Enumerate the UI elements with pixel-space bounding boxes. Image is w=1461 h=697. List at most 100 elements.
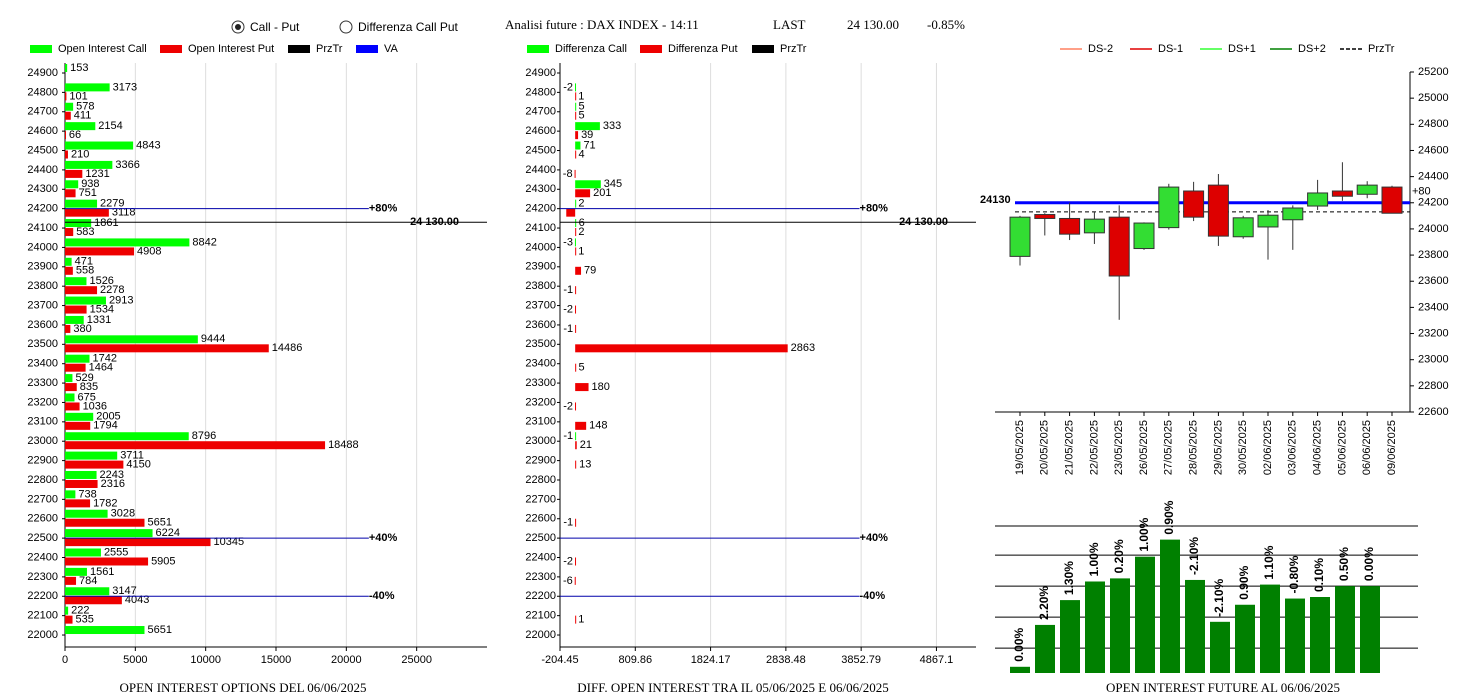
bar [65,305,87,314]
bar [65,421,91,430]
y-tick-label: 22400 [525,551,556,563]
x-tick-label: 09/06/2025 [1386,420,1398,475]
last-label: LAST [773,17,806,32]
bar [65,247,135,256]
data-label: -1 [563,323,573,335]
y-tick-label: 23400 [1418,301,1449,313]
candle-body [1009,216,1031,257]
data-label: 578 [76,101,94,113]
bar [65,131,66,140]
data-label: -8 [563,168,573,180]
data-label: 1861 [94,217,118,229]
bar [65,199,98,208]
radio[interactable] [339,20,353,34]
radio-dot [235,24,241,30]
bar [65,606,69,615]
data-label: 5 [579,110,585,122]
data-label: -1 [563,284,573,296]
bar [575,421,587,430]
candle-body [1133,222,1155,250]
data-label: 1534 [90,303,114,315]
bar [65,150,68,159]
data-label: 201 [593,187,611,199]
bar [1035,624,1055,673]
y-tick-label: 22500 [525,532,556,544]
change-label: -2.10% [1187,537,1201,575]
x-tick-label: 26/05/2025 [1138,420,1150,475]
y-tick-label: 24400 [27,164,58,176]
bar [1310,597,1330,673]
radio-label[interactable]: Differenza Call Put [358,20,458,34]
bar [1185,579,1205,673]
data-label: 8796 [192,430,216,442]
candle-body [1307,192,1329,207]
data-label: 180 [592,381,610,393]
bar [65,257,72,266]
y-tick-label: 24700 [525,106,556,118]
x-tick-label: 04/06/2025 [1312,420,1324,475]
bar [65,335,198,344]
y-tick-label: 24800 [525,86,556,98]
y-tick-label: 24600 [27,125,58,137]
y-tick-label: 23100 [525,416,556,428]
data-label: 2279 [100,198,124,210]
bar [65,596,122,605]
data-label: 675 [77,391,95,403]
legend-swatch [527,45,549,53]
change-label: 2.20% [1037,586,1051,620]
bar [574,576,576,585]
bar [65,219,92,228]
data-label: 1 [578,614,584,626]
data-label: 4043 [125,594,149,606]
y-tick-label: 24800 [1418,118,1449,130]
y-tick-label: 23400 [27,358,58,370]
data-label: 471 [75,256,93,268]
legend-label: PrzTr [316,43,343,55]
x-tick-label: 809.86 [618,654,652,666]
data-label: 4150 [126,459,150,471]
candle-body [1034,214,1056,219]
bar [65,567,87,576]
data-label: 5 [579,101,585,113]
bar [575,189,591,198]
bar [65,393,75,402]
bar [65,102,74,111]
bar [65,83,110,92]
bar [65,479,98,488]
va-label: +80% [860,203,889,215]
data-label: 1742 [93,353,117,365]
data-label: 79 [584,265,596,277]
bar [65,92,67,101]
y-tick-label: 23600 [1418,275,1449,287]
legend-swatch [640,45,662,53]
bar [1335,586,1355,673]
y-tick-label: 23700 [27,299,58,311]
data-label: 3366 [115,159,139,171]
data-label: 2005 [96,411,120,423]
change-label: -2.10% [1212,578,1226,616]
change-label: 0.00% [1362,547,1376,581]
bar [1010,666,1030,673]
data-label: 411 [74,110,92,122]
data-label: 10345 [214,536,245,548]
bar [65,344,269,353]
data-label: -2 [563,555,573,567]
data-label: 1231 [85,168,109,180]
change-label: 1.30% [1062,561,1076,595]
y-tick-label: 22700 [525,493,556,505]
data-label: 2243 [100,469,124,481]
x-tick-label: 19/05/2025 [1014,420,1026,475]
y-tick-label: 24300 [27,183,58,195]
radio-label[interactable]: Call - Put [250,20,300,34]
data-label: 1794 [93,420,117,432]
bar [575,199,577,208]
legend-label: DS-1 [1158,43,1183,55]
bar [65,363,86,372]
y-tick-label: 22900 [525,455,556,467]
bar [575,286,577,295]
candle-body [1083,218,1105,234]
bar [1060,600,1080,673]
data-label: 21 [580,439,592,451]
bar [65,238,190,247]
y-tick-label: 24300 [525,183,556,195]
